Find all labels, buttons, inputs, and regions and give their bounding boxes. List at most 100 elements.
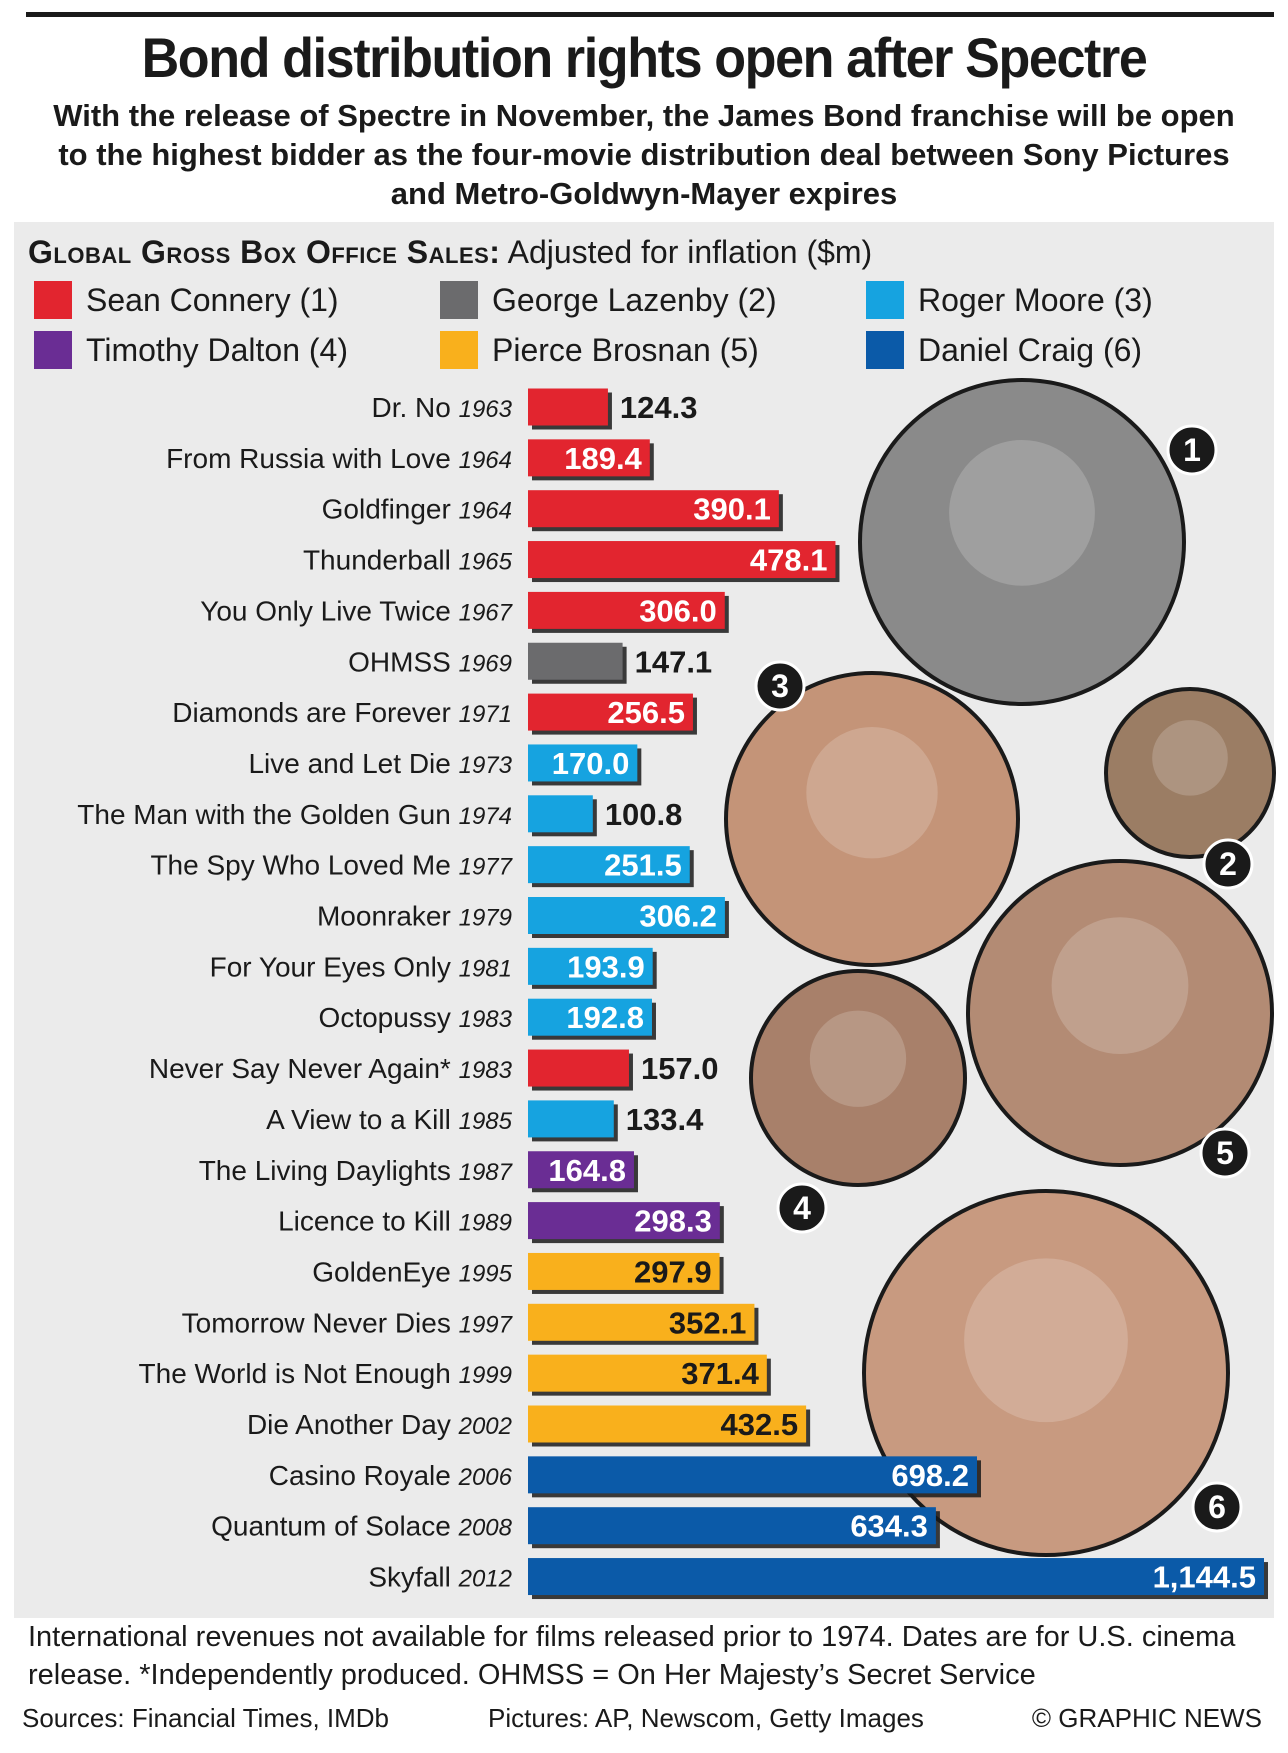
bar-row: Diamonds are Forever 1971 256.5 xyxy=(172,693,697,735)
bar-row: The World is Not Enough 1999 371.4 xyxy=(139,1354,771,1396)
bar-row: The Spy Who Loved Me 1977 251.5 xyxy=(150,846,694,888)
bar-value-label: 1,144.5 xyxy=(1153,1560,1256,1595)
portrait-daniel-craig: 6 xyxy=(862,1189,1243,1557)
category-label: The Living Daylights 1987 xyxy=(199,1155,514,1186)
bars-group: Dr. No 1963 124.3 From Russia with Love 19… xyxy=(77,388,1268,1600)
bar-value-label: 371.4 xyxy=(681,1356,759,1391)
category-label: A View to a Kill 1985 xyxy=(266,1104,513,1135)
category-label: Dr. No 1963 xyxy=(371,392,512,423)
portrait-pierce-brosnan: 5 xyxy=(966,859,1274,1179)
film-title: Quantum of Solace xyxy=(211,1511,458,1542)
legend-swatch xyxy=(34,331,72,369)
film-year: 1969 xyxy=(459,650,512,677)
film-title: Goldfinger xyxy=(322,494,459,525)
portrait-number: 1 xyxy=(1183,432,1201,468)
bar xyxy=(528,1558,1264,1596)
category-label: Licence to Kill 1989 xyxy=(278,1206,512,1237)
bar-row: Licence to Kill 1989 298.3 xyxy=(278,1202,724,1244)
film-year: 1971 xyxy=(459,701,512,728)
film-title: Dr. No xyxy=(371,392,458,423)
bar xyxy=(528,439,650,477)
bar xyxy=(528,1151,634,1189)
bar-row: Octopussy 1983 192.8 xyxy=(319,998,656,1040)
legend-swatch xyxy=(440,281,478,319)
bar-value-label: 297.9 xyxy=(634,1254,712,1289)
category-label: Moonraker 1979 xyxy=(317,901,512,932)
portrait-sean-connery: 1 xyxy=(858,378,1218,706)
film-title: Diamonds are Forever xyxy=(172,697,458,728)
bar-value-label: 306.2 xyxy=(639,899,717,934)
pictures-credit: Pictures: AP, Newscom, Getty Images xyxy=(488,1703,924,1733)
bar xyxy=(528,642,623,680)
bar-row: For Your Eyes Only 1981 193.9 xyxy=(210,947,657,989)
actor-portraits: 1 2 3 4 5 6 xyxy=(724,378,1276,1557)
film-year: 1989 xyxy=(459,1210,512,1237)
portrait-number-badge xyxy=(776,1182,828,1234)
bar xyxy=(528,1405,807,1443)
category-label: Die Another Day 2002 xyxy=(247,1409,512,1440)
bar xyxy=(528,795,593,833)
film-year: 1964 xyxy=(459,498,512,525)
film-year: 1967 xyxy=(459,599,514,626)
portrait-number-badge xyxy=(1202,838,1254,890)
film-year: 1977 xyxy=(459,854,514,881)
film-title: OHMSS xyxy=(348,646,458,677)
bar xyxy=(528,998,652,1036)
film-year: 2012 xyxy=(458,1566,512,1593)
bar xyxy=(528,947,653,985)
category-label: From Russia with Love 1964 xyxy=(166,443,512,474)
film-title: Tomorrow Never Dies xyxy=(182,1307,459,1338)
portrait-number: 5 xyxy=(1216,1135,1234,1171)
bar-row: Tomorrow Never Dies 1997 352.1 xyxy=(182,1303,759,1345)
bar-value-label: 193.9 xyxy=(567,949,645,984)
portrait-number: 6 xyxy=(1208,1489,1226,1525)
bar-value-label: 634.3 xyxy=(850,1509,928,1544)
bar-row: You Only Live Twice 1967 306.0 xyxy=(200,591,729,633)
legend-swatch xyxy=(34,281,72,319)
film-year: 2008 xyxy=(458,1515,513,1542)
heading-bold: Global Gross Box Office Sales: xyxy=(28,234,501,270)
category-label: Casino Royale 2006 xyxy=(269,1460,513,1491)
bar-row: A View to a Kill 1985 133.4 xyxy=(266,1100,704,1142)
portrait-circle xyxy=(858,378,1186,706)
bar-value-label: 432.5 xyxy=(721,1407,799,1442)
category-label: Quantum of Solace 2008 xyxy=(211,1511,513,1542)
legend-item-daniel-craig: Daniel Craig (6) xyxy=(866,330,1142,370)
film-title: Thunderball xyxy=(303,545,459,576)
source-line: Sources: Financial Times, IMDb Pictures:… xyxy=(0,1700,1288,1736)
bar-value-label: 298.3 xyxy=(634,1204,712,1239)
chart-subtitle: With the release of Spectre in November,… xyxy=(53,98,1235,211)
bar-value-label: 100.8 xyxy=(605,797,683,832)
footnote: International revenues not available for… xyxy=(28,1621,1236,1691)
film-title: Die Another Day xyxy=(247,1409,459,1440)
category-label: Thunderball 1965 xyxy=(303,545,513,576)
legend-item-timothy-dalton: Timothy Dalton (4) xyxy=(34,330,348,370)
film-title: The Man with the Golden Gun xyxy=(77,799,458,830)
film-year: 1985 xyxy=(459,1108,513,1135)
category-label: Tomorrow Never Dies 1997 xyxy=(182,1307,514,1338)
bar-row: OHMSS 1969 147.1 xyxy=(348,642,712,684)
portrait-number-badge xyxy=(1199,1127,1251,1179)
film-title: Licence to Kill xyxy=(278,1206,459,1237)
bar xyxy=(528,1354,767,1392)
film-title: The Spy Who Loved Me xyxy=(150,850,458,881)
portrait-number-badge xyxy=(1166,424,1218,476)
bar-row: Quantum of Solace 2008 634.3 xyxy=(211,1507,940,1549)
bar xyxy=(528,1049,629,1087)
chart-heading: Global Gross Box Office Sales: Adjusted … xyxy=(28,232,872,272)
bar xyxy=(528,1202,720,1240)
bar xyxy=(528,1456,977,1494)
bar-value-label: 698.2 xyxy=(891,1458,969,1493)
bar-value-label: 352.1 xyxy=(669,1305,747,1340)
portrait-number-badge xyxy=(754,660,806,712)
bar-value-label: 390.1 xyxy=(693,492,771,527)
bar-row: Dr. No 1963 124.3 xyxy=(371,388,698,430)
film-year: 1983 xyxy=(459,1006,513,1033)
bar xyxy=(528,388,608,426)
legend-swatch xyxy=(440,331,478,369)
bar-row: Casino Royale 2006 698.2 xyxy=(269,1456,981,1498)
bar-value-label: 124.3 xyxy=(620,390,698,425)
category-label: For Your Eyes Only 1981 xyxy=(210,951,512,982)
film-title: Skyfall xyxy=(368,1562,458,1593)
